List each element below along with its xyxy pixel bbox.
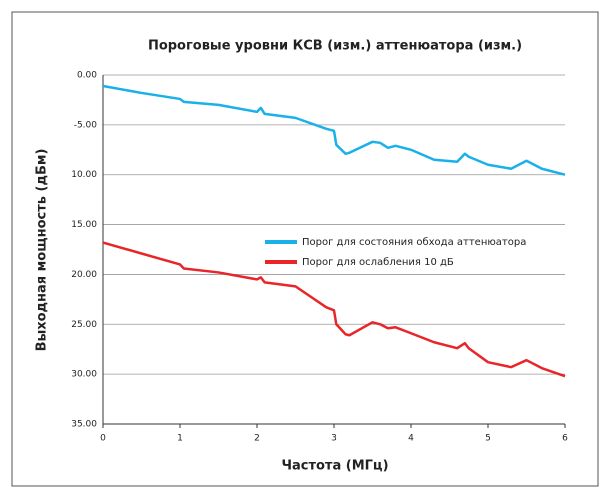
y-tick-label: 25.00 <box>71 320 97 330</box>
x-tick-label: 6 <box>562 434 568 444</box>
legend-label: Порог для ослабления 10 дБ <box>302 257 454 268</box>
x-tick-label: 0 <box>100 434 106 444</box>
series-line <box>102 241 566 378</box>
x-tick-label: 5 <box>485 434 491 444</box>
y-tick-label: 20.00 <box>71 270 97 280</box>
series-line <box>102 84 566 176</box>
x-tick-label: 4 <box>408 434 414 444</box>
x-tick-label: 1 <box>177 434 183 444</box>
y-tick-label: -5.00 <box>74 120 98 130</box>
x-tick-label: 3 <box>331 434 337 444</box>
y-axis-label: Выходная мощность (дБм) <box>35 149 50 352</box>
y-tick-label: 15.00 <box>71 220 97 230</box>
y-tick-label: 10.00 <box>71 170 97 180</box>
chart-title: Пороговые уровни КСВ (изм.) аттенюатора … <box>148 39 522 54</box>
legend-label: Порог для состояния обхода аттенюатора <box>302 237 526 248</box>
frame <box>11 11 599 487</box>
y-tick-label: 35.00 <box>71 420 97 430</box>
x-tick-label: 2 <box>254 434 260 444</box>
y-tick-label: 30.00 <box>71 370 97 380</box>
y-tick-label: 0.00 <box>77 71 97 81</box>
x-axis-label: Частота (МГц) <box>281 459 388 474</box>
